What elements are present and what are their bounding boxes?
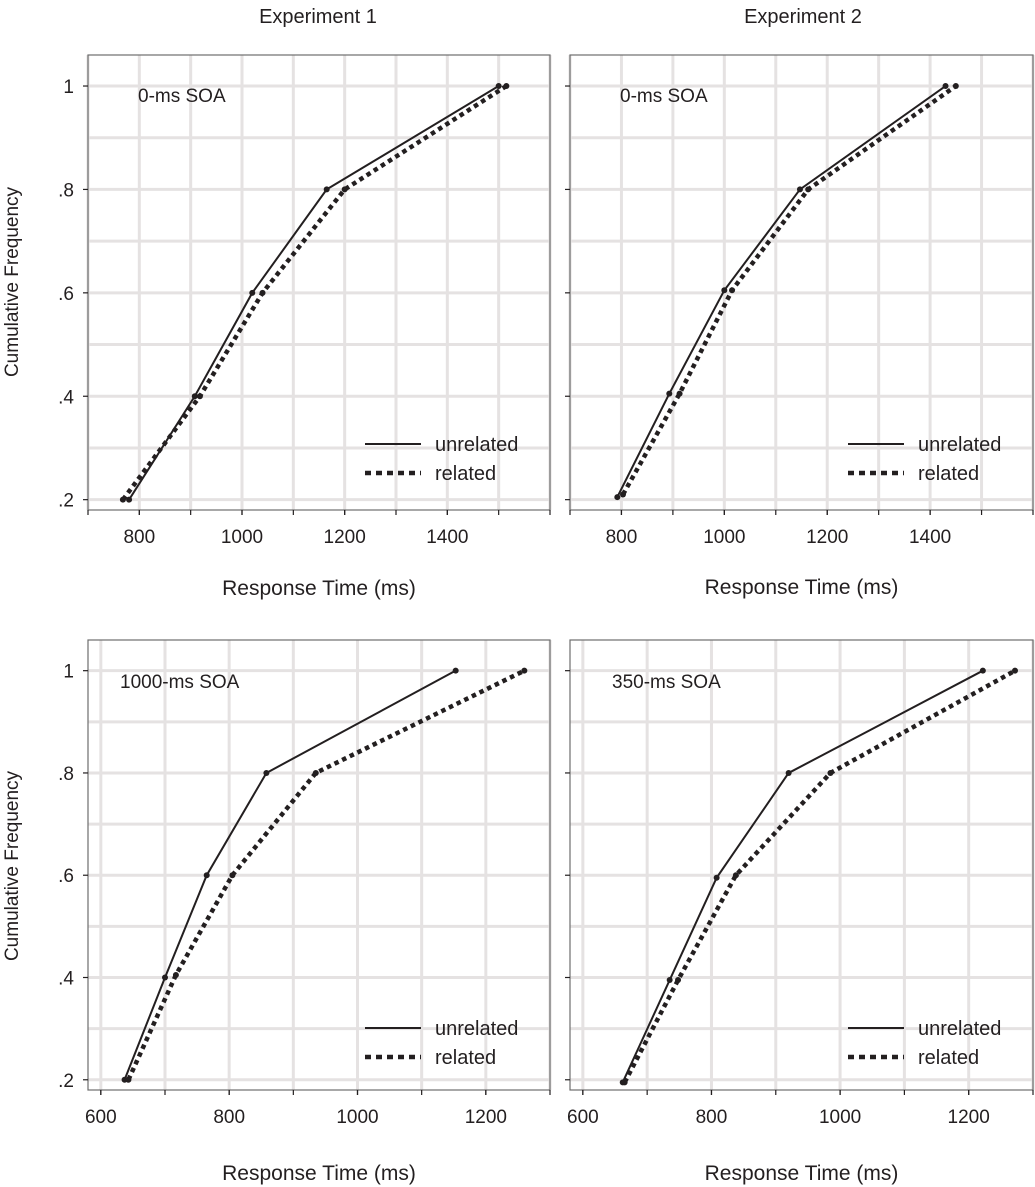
data-point-unrelated [191, 393, 198, 400]
data-point-related [196, 393, 203, 400]
data-point-related [229, 872, 236, 879]
y-axis-label: Cumulative Frequency [2, 186, 23, 377]
y-tick-label: .6 [58, 866, 74, 887]
legend-label-unrelated: unrelated [435, 434, 518, 456]
x-tick-label: 600 [567, 1107, 599, 1128]
panel-soa-label: 0-ms SOA [138, 86, 226, 107]
plot-frame [87, 54, 551, 511]
y-tick-label: .2 [58, 1071, 74, 1092]
data-point-related [503, 83, 510, 90]
data-point-unrelated [614, 494, 621, 501]
data-point-related [676, 390, 683, 397]
legend-label-related: related [435, 463, 496, 485]
data-point-unrelated [796, 186, 803, 193]
panel-soa-label: 1000-ms SOA [120, 672, 240, 693]
x-tick-label: 1200 [465, 1107, 507, 1128]
data-point-unrelated [666, 390, 673, 397]
x-axis-label: Response Time (ms) [222, 1162, 416, 1185]
y-tick-label: .2 [58, 491, 74, 512]
x-tick-label: 1200 [948, 1107, 990, 1128]
x-tick-label: 1400 [909, 527, 951, 548]
data-point-related [732, 872, 739, 879]
y-axis-label: Cumulative Frequency [2, 770, 23, 961]
data-point-related [312, 769, 319, 776]
data-point-unrelated [203, 872, 210, 879]
x-tick-label: 1000 [336, 1107, 378, 1128]
data-point-related [1011, 667, 1018, 674]
x-tick-label: 1000 [819, 1107, 861, 1128]
data-point-related [621, 1079, 628, 1086]
data-point-unrelated [452, 667, 459, 674]
data-point-unrelated [721, 287, 728, 294]
data-point-unrelated [666, 977, 673, 984]
x-tick-label: 800 [123, 527, 155, 548]
panel-2: 800 1000 1200 1400 Response Time (ms) 0-ms SO… [565, 54, 1035, 599]
y-tick-label: .6 [58, 284, 74, 305]
legend-label-unrelated: unrelated [918, 1018, 1001, 1040]
data-point-related [341, 186, 348, 193]
x-tick-label: 600 [85, 1107, 117, 1128]
x-tick-label: 800 [213, 1107, 245, 1128]
data-point-unrelated [495, 83, 502, 90]
data-point-unrelated [713, 874, 720, 881]
x-tick-label: 1200 [806, 527, 848, 548]
x-axis-label: Response Time (ms) [222, 577, 416, 600]
column-title-experiment-1: Experiment 1 [259, 6, 377, 28]
x-axis-label: Response Time (ms) [705, 576, 899, 599]
data-point-unrelated [785, 769, 792, 776]
legend-label-unrelated: unrelated [435, 1018, 518, 1040]
data-point-unrelated [162, 974, 168, 981]
data-point-unrelated [126, 496, 133, 503]
data-point-related [521, 667, 528, 674]
plot-frame [569, 639, 1034, 1091]
y-tick-label: .8 [58, 180, 74, 201]
x-tick-label: 1200 [324, 527, 366, 548]
x-axis-label: Response Time (ms) [705, 1162, 899, 1185]
data-point-unrelated [979, 667, 986, 674]
data-point-related [619, 491, 626, 498]
panel-soa-label: 0-ms SOA [620, 86, 708, 107]
data-point-related [125, 1076, 132, 1083]
data-point-related [952, 83, 959, 90]
y-tick-label: .8 [58, 764, 74, 785]
legend-label-related: related [918, 1047, 979, 1069]
y-tick-label: .4 [58, 387, 74, 408]
series-line-related [622, 668, 1017, 1084]
panel-3: 600 800 1000 1200 .2 .4 .6 .8 1 Response Time (ms… [2, 639, 552, 1185]
x-tick-label: 1000 [221, 527, 263, 548]
data-point-related [259, 289, 266, 296]
legend-label-related: related [435, 1047, 496, 1069]
panel-1: 800 1000 1200 1400 .2 .4 .6 .8 1 Response Time (m… [2, 54, 552, 600]
y-tick-label: 1 [63, 662, 74, 683]
data-point-related [675, 977, 682, 984]
plot-frame [87, 639, 551, 1091]
data-point-related [172, 971, 179, 978]
data-point-unrelated [942, 83, 949, 90]
x-tick-label: 800 [606, 527, 638, 548]
y-tick-label: .4 [58, 969, 74, 990]
data-point-related [119, 496, 126, 503]
data-point-related [827, 769, 834, 776]
x-tick-label: 1400 [426, 527, 468, 548]
data-point-unrelated [249, 289, 256, 296]
legend-label-related: related [918, 463, 979, 485]
x-tick-label: 1000 [703, 527, 745, 548]
panel-4: 600 800 1000 1200 Response Time (ms) 350-ms S… [565, 639, 1035, 1185]
data-point-related [729, 287, 736, 294]
x-tick-label: 800 [696, 1107, 728, 1128]
data-point-unrelated [263, 769, 270, 776]
y-tick-label: 1 [63, 77, 74, 98]
data-point-unrelated [323, 186, 330, 193]
data-point-related [805, 186, 812, 193]
panel-soa-label: 350-ms SOA [612, 672, 721, 693]
plot-frame [569, 54, 1034, 511]
legend-label-unrelated: unrelated [918, 434, 1001, 456]
column-title-experiment-2: Experiment 2 [744, 6, 862, 28]
